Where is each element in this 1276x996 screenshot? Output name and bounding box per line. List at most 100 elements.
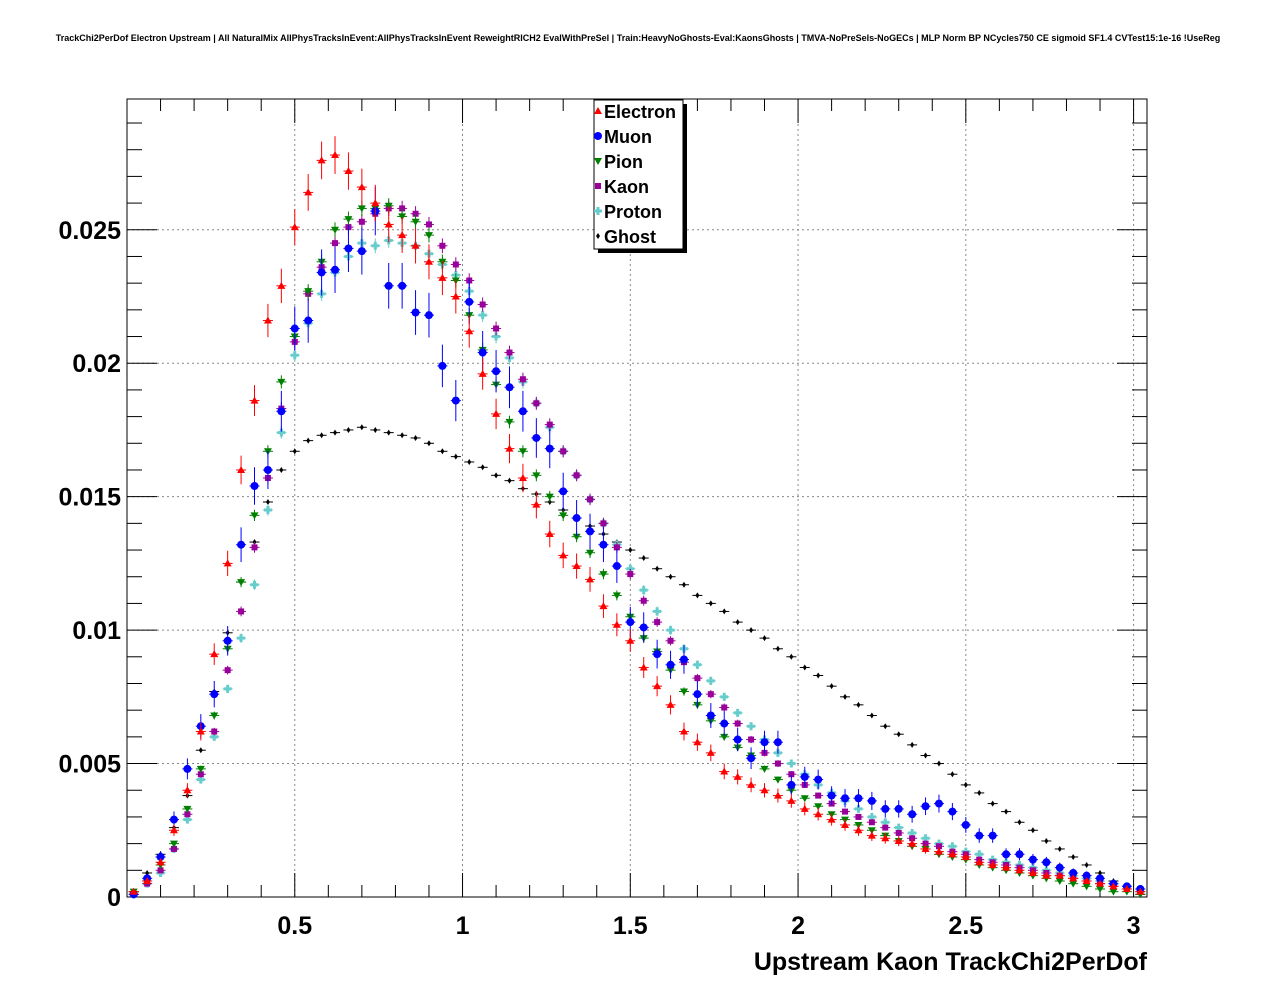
data-point xyxy=(184,811,191,818)
data-point xyxy=(492,332,501,341)
data-point xyxy=(532,472,541,480)
data-point xyxy=(922,840,929,847)
data-point xyxy=(478,369,487,377)
data-point xyxy=(867,831,876,839)
data-point xyxy=(934,799,943,808)
data-point xyxy=(613,544,620,551)
data-point xyxy=(735,619,740,626)
data-point xyxy=(478,311,487,320)
data-point xyxy=(196,727,205,735)
legend-box xyxy=(593,99,684,250)
data-point xyxy=(963,781,968,788)
data-point xyxy=(868,819,875,826)
data-point xyxy=(452,261,459,268)
data-point xyxy=(867,796,876,805)
data-point xyxy=(304,288,313,296)
data-point xyxy=(357,247,366,256)
data-point xyxy=(290,324,299,333)
legend-item-pion: Pion xyxy=(594,152,643,172)
data-point xyxy=(587,496,594,503)
data-point xyxy=(935,843,942,850)
data-point xyxy=(183,805,192,813)
data-point xyxy=(640,597,647,604)
data-point xyxy=(507,477,512,484)
data-point xyxy=(921,802,930,811)
data-point xyxy=(747,722,756,731)
x-tick-label: 1.5 xyxy=(613,912,648,940)
data-point xyxy=(399,205,406,212)
legend-marker xyxy=(594,207,602,215)
data-point xyxy=(183,815,192,824)
data-point xyxy=(426,440,431,447)
data-point xyxy=(533,400,540,407)
data-point xyxy=(948,850,957,858)
data-point xyxy=(627,571,634,578)
x-tick-label: 1 xyxy=(456,912,470,940)
data-point xyxy=(948,807,957,816)
data-point xyxy=(639,623,648,632)
data-point xyxy=(1028,868,1037,876)
data-point xyxy=(237,579,246,587)
data-point xyxy=(480,464,485,471)
data-point xyxy=(196,765,205,773)
data-point xyxy=(923,752,928,759)
data-point xyxy=(1030,827,1035,834)
data-point xyxy=(814,775,823,784)
data-point xyxy=(734,720,741,727)
data-point xyxy=(1044,837,1049,844)
data-point xyxy=(789,653,794,660)
data-point xyxy=(1015,850,1024,859)
data-point xyxy=(424,311,433,320)
data-point xyxy=(666,660,675,669)
data-point xyxy=(424,257,433,265)
data-point xyxy=(1055,871,1064,879)
data-point xyxy=(988,860,997,868)
data-point xyxy=(787,780,796,789)
data-point xyxy=(304,316,313,325)
data-point xyxy=(706,711,715,720)
data-point xyxy=(894,823,903,832)
data-point xyxy=(895,829,902,836)
data-point xyxy=(238,608,245,615)
legend-marker xyxy=(596,233,600,239)
data-point xyxy=(467,458,472,465)
data-point xyxy=(1069,874,1078,882)
series-proton xyxy=(128,233,1146,899)
data-point xyxy=(961,852,970,860)
data-point xyxy=(183,786,192,794)
data-point xyxy=(413,434,418,441)
data-point xyxy=(679,688,688,696)
data-point xyxy=(545,444,554,453)
data-point xyxy=(842,808,849,815)
data-point xyxy=(559,487,568,496)
data-point xyxy=(639,663,648,671)
chart-title: TrackChi2PerDof Electron Upstream | All … xyxy=(55,33,1221,43)
x-tick-label: 0.5 xyxy=(277,912,312,940)
data-point xyxy=(800,795,809,803)
data-point xyxy=(843,693,848,700)
data-point xyxy=(760,765,769,773)
data-point xyxy=(170,845,177,852)
data-point xyxy=(883,723,888,730)
legend-label: Proton xyxy=(604,202,662,222)
legend-item-ghost: Ghost xyxy=(596,227,656,247)
data-point xyxy=(760,738,769,747)
data-point xyxy=(290,223,299,231)
data-point xyxy=(237,540,246,549)
data-point xyxy=(829,683,834,690)
data-point xyxy=(398,213,407,221)
data-point xyxy=(827,791,836,800)
data-point xyxy=(384,281,393,290)
data-point xyxy=(317,156,326,164)
data-point xyxy=(357,183,366,191)
data-point xyxy=(626,618,635,627)
legend-label: Muon xyxy=(604,127,652,147)
data-point xyxy=(1042,871,1051,879)
y-tick-label: 0 xyxy=(107,884,121,912)
data-point xyxy=(747,780,756,788)
data-point xyxy=(639,586,648,595)
data-point xyxy=(277,407,286,416)
data-point xyxy=(290,351,299,360)
data-point xyxy=(896,731,901,738)
